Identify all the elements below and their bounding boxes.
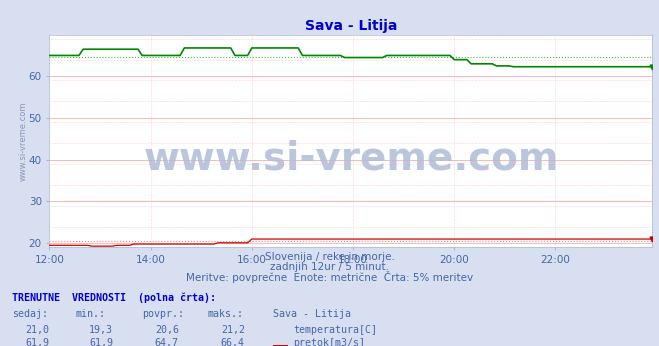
Text: min.:: min.: — [76, 309, 106, 319]
Text: 66,4: 66,4 — [221, 338, 244, 346]
Text: Sava - Litija: Sava - Litija — [273, 309, 351, 319]
Text: 61,9: 61,9 — [25, 338, 49, 346]
Text: 61,9: 61,9 — [89, 338, 113, 346]
Text: maks.:: maks.: — [208, 309, 244, 319]
Text: 21,0: 21,0 — [25, 325, 49, 335]
Text: 20,6: 20,6 — [155, 325, 179, 335]
Text: zadnjih 12ur / 5 minut.: zadnjih 12ur / 5 minut. — [270, 262, 389, 272]
Text: sedaj:: sedaj: — [12, 309, 48, 319]
Text: 21,2: 21,2 — [221, 325, 244, 335]
Text: Meritve: povprečne  Enote: metrične  Črta: 5% meritev: Meritve: povprečne Enote: metrične Črta:… — [186, 271, 473, 283]
Text: Slovenija / reke in morje.: Slovenija / reke in morje. — [264, 252, 395, 262]
Text: 19,3: 19,3 — [89, 325, 113, 335]
Title: Sava - Litija: Sava - Litija — [304, 19, 397, 34]
Text: pretok[m3/s]: pretok[m3/s] — [293, 338, 365, 346]
Text: 64,7: 64,7 — [155, 338, 179, 346]
Text: www.si-vreme.com: www.si-vreme.com — [143, 139, 559, 177]
Text: TRENUTNE  VREDNOSTI  (polna črta):: TRENUTNE VREDNOSTI (polna črta): — [12, 292, 216, 303]
Text: povpr.:: povpr.: — [142, 309, 184, 319]
Text: temperatura[C]: temperatura[C] — [293, 325, 377, 335]
Y-axis label: www.si-vreme.com: www.si-vreme.com — [18, 101, 27, 181]
